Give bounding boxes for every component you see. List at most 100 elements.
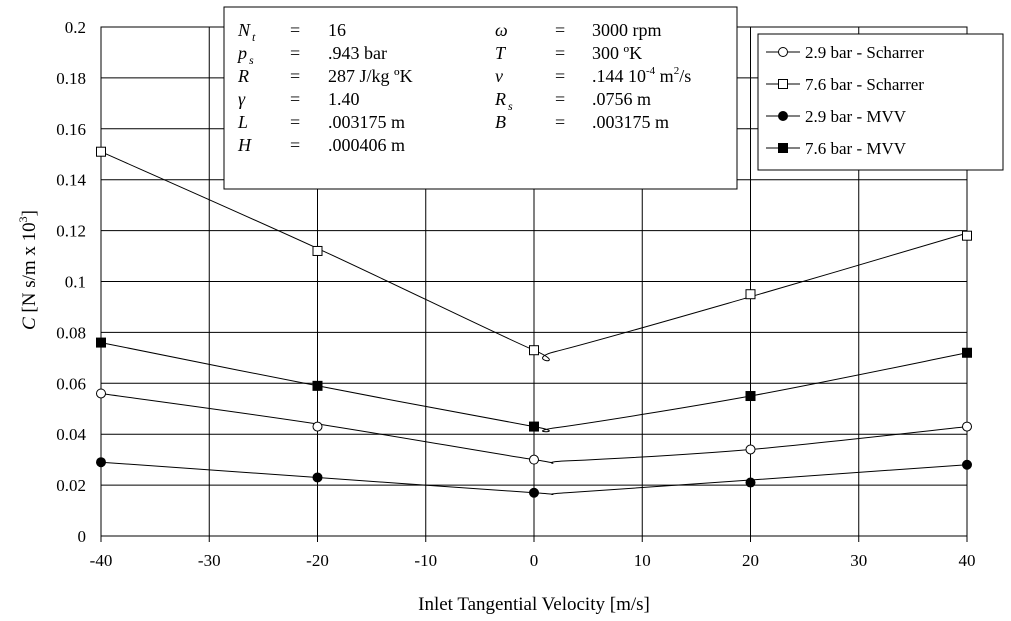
data-point — [312, 380, 323, 391]
parameter-equals: = — [290, 66, 300, 86]
x-tick-label: 10 — [634, 551, 651, 570]
y-tick-label: 0.16 — [56, 120, 86, 139]
parameter-equals: = — [290, 20, 300, 40]
y-tick-label: 0.18 — [56, 69, 86, 88]
x-tick-label: -10 — [414, 551, 437, 570]
y-axis-label-symbol: C — [19, 317, 40, 330]
parameter-value: 300 ºK — [592, 43, 642, 63]
data-point — [962, 230, 972, 241]
series-line — [100, 151, 968, 362]
x-tick-label: 40 — [959, 551, 976, 570]
series-line — [100, 342, 968, 433]
parameter-value: 3000 rpm — [592, 20, 662, 40]
parameter-symbol: R — [237, 66, 249, 86]
x-tick-label: -20 — [306, 551, 329, 570]
x-axis-label: Inlet Tangential Velocity [m/s] — [418, 594, 650, 615]
data-point — [312, 245, 323, 256]
data-point — [962, 459, 972, 470]
data-point — [745, 444, 756, 455]
y-axis-label-close: ] — [19, 210, 40, 216]
parameter-value: .003175 m — [328, 112, 405, 132]
data-point — [962, 347, 972, 358]
x-tick-label: -30 — [198, 551, 221, 570]
legend-label: 7.6 bar - MVV — [805, 139, 907, 158]
parameter-value: .0756 m — [592, 89, 651, 109]
data-point — [529, 345, 539, 356]
data-point — [96, 146, 106, 157]
y-tick-label: 0.14 — [56, 171, 86, 190]
y-tick-label: 0.08 — [56, 323, 86, 342]
legend-frame — [757, 33, 1004, 171]
parameter-equals: = — [555, 112, 565, 132]
y-tick-label: 0.2 — [65, 18, 86, 37]
legend-label: 2.9 bar - MVV — [805, 107, 907, 126]
series-curves — [100, 151, 968, 495]
x-tick-label: 0 — [530, 551, 539, 570]
series-markers — [96, 146, 972, 498]
legend-marker — [778, 47, 788, 57]
x-tick-label: 30 — [850, 551, 867, 570]
parameter-symbol: γ — [238, 89, 246, 109]
x-tick-label: -40 — [90, 551, 113, 570]
parameter-equals: = — [555, 43, 565, 63]
y-tick-label: 0.04 — [56, 425, 86, 444]
parameter-equals: = — [290, 135, 300, 155]
y-axis-label-exponent: 3 — [16, 216, 30, 222]
data-point — [96, 337, 106, 348]
legend: 2.9 bar - Scharrer 7.6 bar - Scharrer 2.9 … — [757, 33, 1004, 171]
data-point — [962, 421, 972, 432]
legend-marker — [778, 143, 788, 153]
legend-label: 7.6 bar - Scharrer — [805, 75, 924, 94]
data-point — [96, 388, 106, 399]
parameter-value: .003175 m — [592, 112, 669, 132]
legend-marker — [778, 111, 788, 121]
y-tick-label: 0.02 — [56, 476, 86, 495]
parameter-equals: = — [290, 43, 300, 63]
parameter-box-frame — [223, 6, 738, 190]
series-line — [100, 461, 968, 495]
y-tick-label: 0.12 — [56, 222, 86, 241]
parameter-value: .144 10-4 m2/s — [592, 65, 691, 86]
data-point — [312, 421, 323, 432]
x-tick-label: 20 — [742, 551, 759, 570]
y-tick-label: 0.1 — [65, 273, 86, 292]
parameter-symbol: L — [237, 112, 248, 132]
series-line — [100, 393, 968, 464]
parameter-equals: = — [555, 20, 565, 40]
y-axis-label: C [N s/m x 103] — [16, 210, 40, 330]
parameter-symbol: ν — [495, 66, 503, 86]
data-point — [312, 472, 323, 483]
legend-label: 2.9 bar - Scharrer — [805, 43, 924, 62]
data-point — [745, 477, 756, 488]
y-axis-ticks: 0 0.02 0.04 0.06 0.08 0.1 0.12 0.14 0.16 0.18 0.2 — [56, 18, 86, 546]
parameter-value: .943 bar — [328, 43, 387, 63]
parameter-symbol: ω — [495, 20, 508, 40]
x-axis-ticks: -40 -30 -20 -10 0 10 20 30 40 — [90, 551, 976, 570]
parameter-equals: = — [555, 66, 565, 86]
parameter-symbol: B — [495, 112, 506, 132]
parameter-equals: = — [555, 89, 565, 109]
parameter-equals: = — [290, 112, 300, 132]
parameter-value: 1.40 — [328, 89, 360, 109]
data-point — [96, 457, 106, 468]
parameter-value: .000406 m — [328, 135, 405, 155]
parameter-equals: = — [290, 89, 300, 109]
data-point — [529, 454, 539, 465]
parameter-value: 287 J/kg ºK — [328, 66, 413, 86]
y-tick-label: 0.06 — [56, 374, 86, 393]
parameter-symbol: T — [495, 43, 507, 63]
data-point — [529, 487, 539, 498]
y-axis-label-units: [N s/m x 10 — [19, 222, 40, 312]
parameter-symbol: H — [237, 135, 252, 155]
parameter-value: 16 — [328, 20, 346, 40]
legend-marker — [778, 79, 788, 89]
data-point — [529, 421, 539, 432]
y-tick-label: 0 — [78, 527, 87, 546]
data-point — [745, 391, 756, 402]
data-point — [745, 289, 756, 300]
